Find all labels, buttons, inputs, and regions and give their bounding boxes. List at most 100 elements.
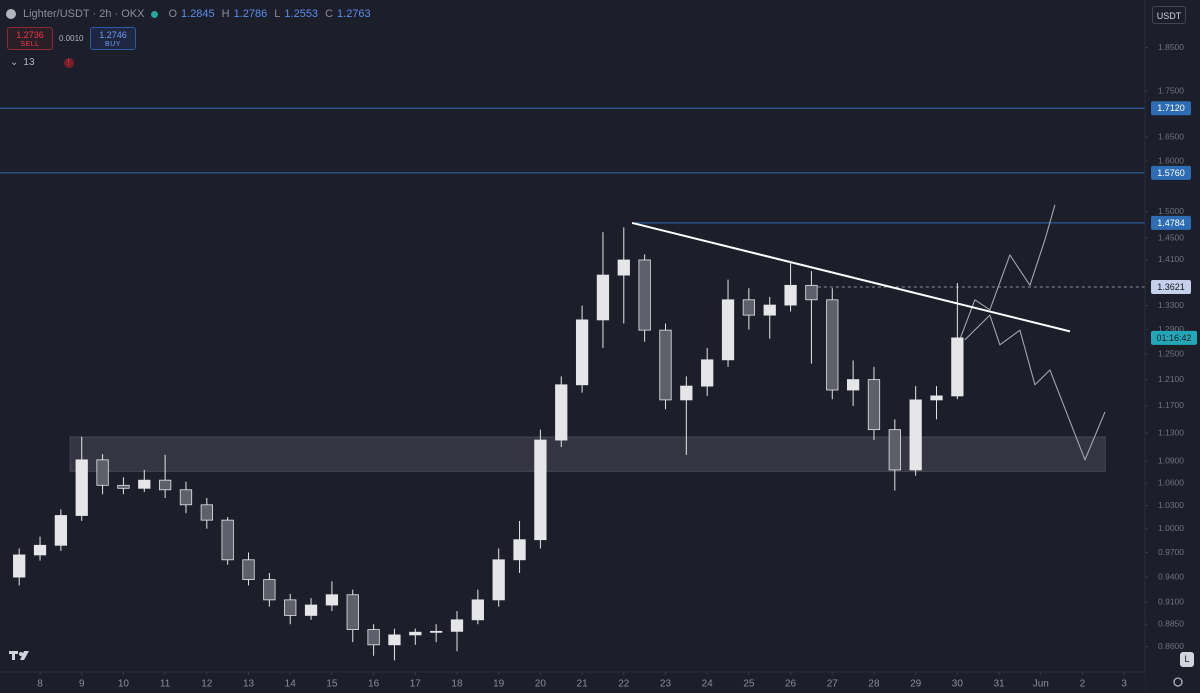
sell-button[interactable]: 1.2736 SELL xyxy=(7,27,53,50)
countdown: 01:16:42 xyxy=(1156,333,1191,343)
candle-body xyxy=(742,299,756,316)
y-tick-label: 1.1700 xyxy=(1158,400,1184,410)
ohlc-key: H xyxy=(221,8,230,20)
candle-body xyxy=(284,599,297,616)
candle-body xyxy=(325,594,339,606)
candle-body xyxy=(846,379,860,391)
x-tick-label: 14 xyxy=(285,679,297,690)
x-tick-label: 15 xyxy=(326,679,338,690)
x-tick-label: 27 xyxy=(827,679,839,690)
ohlc-value: 1.2553 xyxy=(284,8,319,20)
spread: 0.0010 xyxy=(59,34,84,43)
time-axis xyxy=(0,672,1145,693)
candle-body xyxy=(951,337,964,397)
candle-body xyxy=(200,504,213,521)
symbol-title: Lighter/USDT · 2h · OKX xyxy=(23,8,145,20)
buy-label: BUY xyxy=(105,41,121,48)
ohlc-value: 1.2786 xyxy=(233,8,268,20)
support-zone xyxy=(69,436,1106,472)
settings-icon[interactable] xyxy=(1173,677,1183,687)
candle-body xyxy=(638,259,651,331)
ohlc-key: O xyxy=(168,8,178,20)
candle-body xyxy=(96,459,109,486)
candle-body xyxy=(492,559,505,601)
candle-body xyxy=(763,304,776,316)
logo-part xyxy=(20,651,29,660)
candle-body xyxy=(409,631,422,636)
y-tick-label: 1.3300 xyxy=(1158,300,1184,310)
x-tick-label: 8 xyxy=(37,679,43,690)
x-tick-label: 18 xyxy=(451,679,463,690)
candle-body xyxy=(242,559,255,580)
y-tick-label: 0.9100 xyxy=(1158,597,1184,607)
axes: 1.8500 1.7500 1.6500 1.6000 1.5000 1.4500 1.41… xyxy=(37,42,1197,690)
chevron: ⌄ xyxy=(10,57,19,68)
candle-body xyxy=(596,274,610,321)
price-label: 1.7120 xyxy=(1157,103,1185,113)
candle-body xyxy=(888,429,901,471)
y-tick-label: 0.9700 xyxy=(1158,547,1184,557)
y-tick-label: 1.0600 xyxy=(1158,477,1184,487)
y-tick-label: 1.7500 xyxy=(1158,85,1184,95)
tv-logo xyxy=(9,651,29,660)
candle-body xyxy=(179,489,193,506)
currency-button[interactable]: USDT xyxy=(1152,6,1186,24)
last-price-box xyxy=(1151,330,1197,345)
y-tick-label: 1.2900 xyxy=(1158,324,1184,334)
candle-body xyxy=(450,619,464,632)
x-tick-label: 17 xyxy=(410,679,422,690)
price-axis xyxy=(1145,0,1200,693)
symbol-header: Lighter/USDT · 2h · OKX O 1.2845 H 1.2786 … xyxy=(6,8,371,20)
y-tick-label: 1.0000 xyxy=(1158,523,1184,533)
y-tick-label: 1.6000 xyxy=(1158,155,1184,165)
x-tick-label: 31 xyxy=(993,679,1005,690)
candle-body xyxy=(867,379,881,431)
warning-icon: ! xyxy=(63,57,74,68)
y-tick-label: 0.8850 xyxy=(1158,618,1184,628)
x-tick-label: 2 xyxy=(1080,679,1086,690)
candle-body xyxy=(701,359,714,387)
symbol-logo xyxy=(6,9,16,19)
candle-body xyxy=(617,259,630,276)
y-tick-label: 0.8600 xyxy=(1158,641,1184,651)
price-label-box xyxy=(1151,215,1191,230)
candle-body xyxy=(680,385,693,401)
x-tick-label: 22 xyxy=(618,679,630,690)
x-tick-label: 16 xyxy=(368,679,380,690)
candle-body xyxy=(909,399,922,471)
candle-body xyxy=(826,299,839,391)
price-label: 1.5760 xyxy=(1157,168,1185,178)
candle-body xyxy=(784,284,797,306)
candle-body xyxy=(33,544,47,556)
candle-body xyxy=(13,554,26,578)
candle-body xyxy=(346,594,359,630)
candle-body xyxy=(575,319,589,386)
buy-button[interactable]: 1.2746 BUY xyxy=(90,27,136,50)
sell-price: 1.2736 xyxy=(16,30,44,40)
x-tick-label: 11 xyxy=(160,679,171,690)
candle-body xyxy=(534,439,547,541)
x-tick-label: 13 xyxy=(243,679,255,690)
ohlc-key: L xyxy=(274,8,281,20)
x-tick-label: 20 xyxy=(535,679,547,690)
candle-body xyxy=(158,479,172,491)
x-tick-label: 29 xyxy=(910,679,922,690)
price-label: 1.3621 xyxy=(1157,282,1185,292)
x-tick-label: 30 xyxy=(952,679,964,690)
market-status xyxy=(151,10,159,18)
candle-body xyxy=(555,384,568,441)
candle-body xyxy=(659,329,672,401)
trendline xyxy=(631,221,1071,333)
candle-body xyxy=(138,479,151,489)
candle-body xyxy=(513,539,526,561)
indicators-toggle[interactable]: ⌄ 13! xyxy=(10,57,74,68)
candle-body xyxy=(367,629,380,646)
log-scale-button[interactable]: L xyxy=(1180,652,1194,667)
candle-body xyxy=(117,484,130,489)
y-tick-label: 1.0900 xyxy=(1158,456,1184,466)
indicators-count: 13 xyxy=(23,57,35,68)
x-tick-label: 28 xyxy=(868,679,880,690)
price-label-box xyxy=(1151,280,1191,295)
logo-part xyxy=(19,652,23,656)
